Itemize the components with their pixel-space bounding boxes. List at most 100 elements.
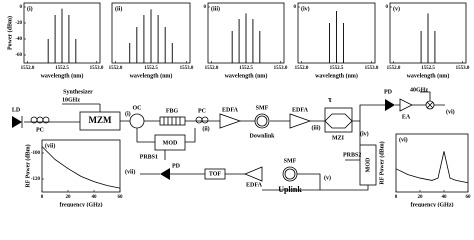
- label: PD: [172, 163, 181, 169]
- mzm-box: [79, 111, 121, 131]
- y-axis-label: RF Power (dBm): [24, 144, 31, 187]
- x-tick-label: 60: [118, 195, 124, 200]
- label: (v): [324, 174, 331, 181]
- label: MZM: [89, 115, 112, 125]
- label: EA: [402, 114, 411, 120]
- x-tick-label: 1553.0: [365, 66, 379, 71]
- x-tick-label: 1553.0: [456, 66, 470, 71]
- photodiode: [385, 99, 395, 111]
- y-tick-label: 0: [204, 5, 207, 10]
- x-tick-label: 1552.5: [55, 66, 69, 71]
- label: TOF: [209, 171, 222, 177]
- label: PD: [384, 89, 393, 95]
- label: 10GHz: [62, 97, 80, 103]
- x-axis-label: wavelength (nm): [130, 72, 173, 79]
- label: EDFA: [292, 107, 309, 113]
- y-tick-label: -120: [31, 177, 41, 182]
- label: PC: [198, 108, 206, 114]
- edfa: [243, 166, 263, 182]
- x-tick-label: 1552.0: [295, 66, 309, 71]
- label: PC: [36, 127, 44, 133]
- plot-frame: [41, 139, 121, 193]
- rf-trace: [395, 151, 469, 184]
- y-tick-label: 0: [294, 5, 297, 10]
- x-axis-label: frequency (GHz): [410, 201, 453, 207]
- y-tick-label: 0: [20, 5, 23, 10]
- label: (vii): [125, 168, 135, 175]
- panel-title: (v): [393, 5, 400, 12]
- panel-title: (ii): [115, 5, 122, 12]
- x-tick-label: 1552.5: [330, 66, 344, 71]
- wire: [164, 150, 360, 161]
- pc-loop: [42, 116, 50, 124]
- label: PRBS2: [343, 152, 361, 158]
- x-tick-label: 1552.0: [205, 66, 219, 71]
- edfa: [219, 113, 242, 129]
- tof-box: [204, 168, 226, 180]
- x-tick-label: 1553.0: [274, 66, 288, 71]
- y-tick-label: 0: [386, 5, 389, 10]
- photodiode: [160, 168, 170, 180]
- pc-loop: [201, 116, 209, 124]
- x-tick-label: 20: [66, 195, 72, 200]
- label: (ii): [202, 125, 209, 132]
- label: (iii): [312, 124, 321, 131]
- x-tick-label: 0: [41, 195, 44, 200]
- x-axis-label: wavelength (nm): [407, 72, 450, 79]
- fiber-spool: [256, 115, 268, 127]
- x-tick-label: 0: [395, 195, 398, 200]
- y-tick-label: -40: [15, 37, 22, 42]
- x-tick-label: 40: [442, 195, 448, 200]
- label: SMF: [256, 105, 269, 111]
- x-axis-label: wavelength (nm): [315, 72, 358, 79]
- y-axis-label: Power (dBm): [6, 16, 13, 50]
- label: Downlink: [249, 133, 275, 139]
- label: EDFA: [246, 182, 263, 188]
- label: PRBS1: [140, 154, 158, 160]
- label: OC: [133, 105, 142, 111]
- x-axis-label: frequency (GHz): [59, 201, 102, 207]
- panel-title: (vii): [45, 142, 55, 149]
- y-tick-label: -60: [15, 53, 22, 58]
- label: MZI: [332, 135, 345, 141]
- rf-trace: [41, 146, 121, 189]
- label: (iv): [360, 130, 369, 137]
- wire: [62, 103, 196, 143]
- label: MOD: [365, 157, 371, 172]
- label: (vi): [446, 108, 455, 115]
- mzi-arms: [324, 113, 353, 129]
- x-tick-label: 1552.5: [421, 66, 435, 71]
- panel-title: (iii): [211, 5, 220, 12]
- figure: Synthesizer 10GHz LD PC MZM (i) OC FBG P…: [6, 2, 472, 207]
- label: EDFA: [222, 107, 239, 113]
- x-tick-label: 1552.0: [109, 66, 123, 71]
- x-tick-label: 60: [466, 195, 472, 200]
- x-tick-label: 1552.0: [21, 66, 35, 71]
- x-axis-label: wavelength (nm): [41, 72, 84, 79]
- panel-title: (iv): [301, 5, 310, 12]
- y-tick-label: -20: [15, 21, 22, 26]
- circulator: [129, 113, 145, 129]
- plot-frame: [395, 133, 469, 193]
- page: Synthesizer 10GHz LD PC MZM (i) OC FBG P…: [6, 2, 472, 207]
- label: SMF: [284, 158, 297, 164]
- x-tick-label: 40: [92, 195, 98, 200]
- y-axis-label: RF Power (dBm): [378, 141, 385, 184]
- label: 40GHz: [410, 87, 428, 93]
- x-tick-label: 20: [418, 195, 424, 200]
- panel-title: (i): [27, 5, 33, 12]
- x-tick-label: 1552.5: [144, 66, 158, 71]
- fiber: [140, 121, 369, 191]
- edfa: [289, 113, 312, 129]
- x-tick-label: 1553.0: [90, 66, 104, 71]
- fiber-spool: [284, 168, 296, 180]
- pc-loop: [195, 116, 203, 124]
- y-tick-label: -100: [31, 151, 41, 156]
- label: (i): [125, 110, 131, 117]
- x-tick-label: 1552.0: [387, 66, 401, 71]
- label: Uplink: [278, 185, 302, 194]
- mod-box: [359, 144, 377, 186]
- x-tick-label: 1553.0: [180, 66, 194, 71]
- fbg: [159, 116, 186, 126]
- label: Synthesizer: [63, 89, 93, 95]
